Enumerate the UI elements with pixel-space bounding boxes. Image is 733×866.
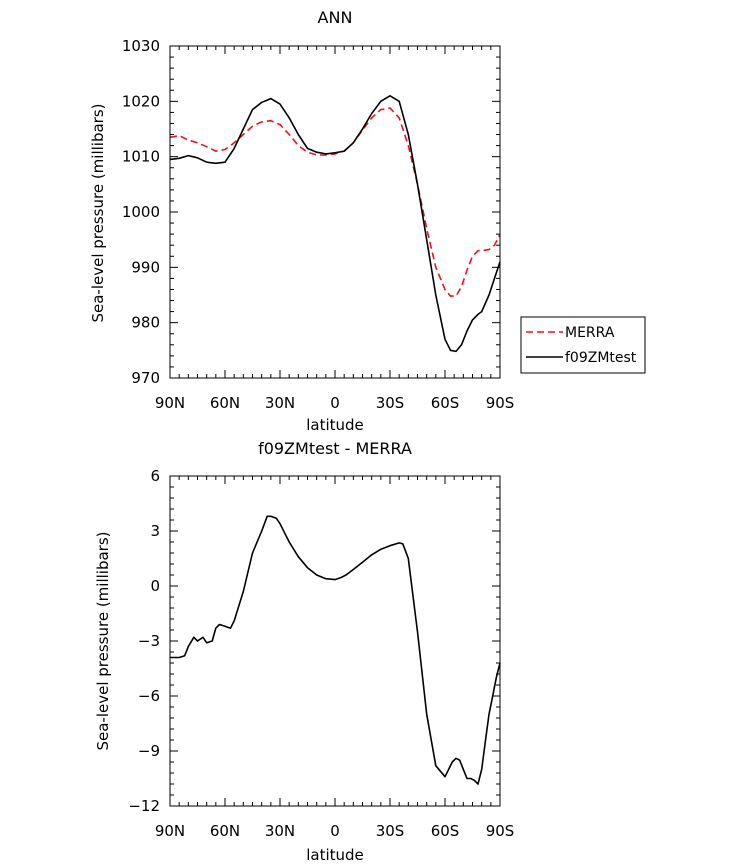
chart-title-bottom: f09ZMtest - MERRA bbox=[258, 439, 412, 458]
y-tick-label: 1030 bbox=[122, 37, 160, 55]
y-tick-label: 1000 bbox=[122, 203, 160, 221]
x-tick-label: 90N bbox=[155, 394, 185, 412]
x-tick-label: 60N bbox=[210, 822, 240, 840]
x-tick-label: 0 bbox=[330, 822, 340, 840]
x-tick-label: 30N bbox=[265, 394, 295, 412]
series-line-merra bbox=[169, 107, 501, 297]
legend-label-f09zmtest: f09ZMtest bbox=[565, 350, 637, 366]
y-tick-labels-bottom: −12 −9 −6 −3 0 3 6 bbox=[128, 467, 160, 815]
y-tick-label: 3 bbox=[150, 522, 160, 540]
chart-title-top: ANN bbox=[318, 8, 353, 27]
y-tick-label: 970 bbox=[131, 369, 160, 387]
x-tick-label: 60S bbox=[431, 822, 460, 840]
axis-ticks-bottom bbox=[169, 475, 501, 807]
axis-ticks-top bbox=[169, 45, 501, 379]
legend-label-merra: MERRA bbox=[565, 325, 615, 341]
series-line-difference bbox=[170, 515, 501, 785]
x-tick-label: 30N bbox=[265, 822, 295, 840]
y-tick-labels-top: 970 980 990 1000 1010 1020 1030 bbox=[122, 37, 160, 387]
y-axis-label-bottom: Sea-level pressure (millibars) bbox=[94, 531, 112, 750]
y-tick-label: 1020 bbox=[122, 92, 160, 110]
x-tick-label: 0 bbox=[330, 394, 340, 412]
y-axis-label-top: Sea-level pressure (millibars) bbox=[89, 103, 107, 322]
x-tick-label: 60N bbox=[210, 394, 240, 412]
x-tick-label: 90N bbox=[155, 822, 185, 840]
legend-box bbox=[520, 316, 646, 374]
x-tick-labels-top: 90N 60N 30N 0 30S 60S 90S bbox=[155, 394, 514, 412]
x-tick-label: 60S bbox=[431, 394, 460, 412]
y-tick-label: −3 bbox=[138, 632, 160, 650]
plot-frame-bottom bbox=[169, 475, 501, 807]
x-axis-label-bottom: latitude bbox=[306, 846, 364, 864]
x-tick-label: 90S bbox=[486, 394, 515, 412]
y-tick-label: −9 bbox=[138, 742, 160, 760]
x-axis-label-top: latitude bbox=[306, 416, 364, 434]
y-tick-label: 1010 bbox=[122, 148, 160, 166]
panel-top-chart: ANN 970 980 990 1000 1010 1020 1030 90N … bbox=[89, 8, 514, 434]
x-tick-label: 30S bbox=[376, 394, 405, 412]
panel-bottom-chart: f09ZMtest - MERRA −12 −9 −6 −3 0 3 6 90N… bbox=[94, 439, 514, 864]
x-tick-label: 30S bbox=[376, 822, 405, 840]
y-tick-label: −6 bbox=[138, 687, 160, 705]
y-tick-label: 980 bbox=[131, 314, 160, 332]
x-tick-labels-bottom: 90N 60N 30N 0 30S 60S 90S bbox=[155, 822, 514, 840]
series-line-f09zmtest bbox=[169, 95, 501, 353]
legend: MERRA f09ZMtest bbox=[520, 316, 646, 374]
y-tick-label: 6 bbox=[150, 467, 160, 485]
y-tick-label: 0 bbox=[150, 577, 160, 595]
y-tick-label: 990 bbox=[131, 258, 160, 276]
y-tick-label: −12 bbox=[128, 797, 160, 815]
x-tick-label: 90S bbox=[486, 822, 515, 840]
plot-frame-top bbox=[169, 45, 501, 379]
